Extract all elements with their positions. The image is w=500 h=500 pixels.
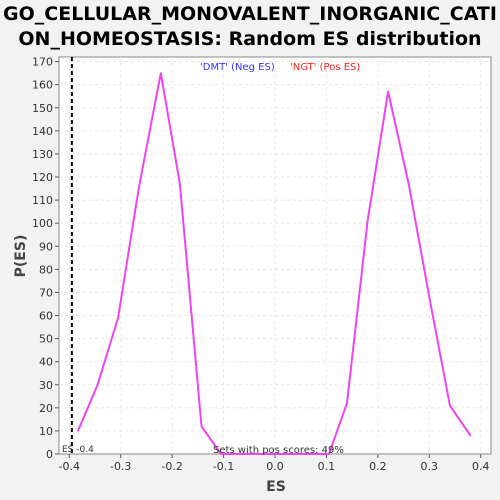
y-tick-label: 160: [32, 79, 53, 92]
es-annotation: ES -0.4: [62, 445, 94, 455]
y-tick-label: 130: [32, 148, 53, 161]
data-point: [428, 296, 431, 298]
data-point: [449, 404, 451, 407]
chart-title-line1: GO_CELLULAR_MONOVALENT_INORGANIC_CATI: [3, 3, 497, 25]
x-tick-label: 0.3: [421, 460, 439, 473]
data-point: [117, 317, 119, 319]
chart-title-line2: ON_HOMEOSTASIS: Random ES distribution: [18, 28, 482, 50]
legend-pos: 'NGT' (Pos ES): [290, 62, 360, 73]
grid-lines: [59, 57, 491, 454]
y-tick-label: 90: [39, 240, 53, 253]
data-point: [179, 183, 181, 185]
y-tick-label: 10: [39, 425, 53, 438]
data-point: [96, 383, 99, 386]
series-lines: [77, 72, 472, 455]
chart-title: GO_CELLULAR_MONOVALENT_INORGANIC_CATI ON…: [0, 2, 500, 52]
x-tick-label: 0.4: [472, 460, 490, 473]
legend-neg: 'DMT' (Neg ES): [200, 62, 275, 73]
data-point: [469, 434, 472, 437]
y-tick-label: 50: [39, 333, 53, 346]
x-tick-label: -0.4: [59, 460, 80, 473]
y-tick-label: 60: [39, 310, 53, 323]
series-line-1: [328, 90, 472, 455]
y-tick-label: 140: [32, 125, 53, 138]
series-line-0: [77, 72, 329, 455]
x-axis-label: ES: [266, 479, 286, 495]
tick-labels: 0 10 20 30 40 50 60 70 80 90 100 110 120 130 140 150 160…: [32, 56, 489, 473]
data-point: [200, 425, 203, 428]
data-point: [387, 90, 389, 93]
y-tick-label: 20: [39, 402, 53, 415]
y-tick-label: 70: [39, 286, 53, 299]
data-point: [220, 453, 222, 455]
data-point: [77, 430, 79, 432]
data-point: [366, 220, 369, 222]
y-tick-label: 170: [32, 56, 53, 69]
data-point: [160, 72, 162, 74]
y-tick-label: 30: [39, 379, 53, 392]
pos-scores-annotation: Sets with pos scores: 49%: [213, 445, 344, 456]
data-point: [238, 453, 240, 455]
y-tick-label: 40: [39, 356, 53, 369]
data-point: [346, 402, 348, 405]
axes: [55, 57, 482, 458]
data-point: [310, 453, 312, 455]
x-tick-label: -0.2: [161, 460, 182, 473]
y-tick-label: 110: [32, 194, 53, 207]
x-tick-label: 0.0: [266, 460, 284, 473]
y-tick-label: 0: [46, 448, 53, 461]
y-tick-label: 80: [39, 263, 53, 276]
y-tick-label: 100: [32, 217, 53, 230]
data-point: [328, 453, 330, 455]
data-point: [274, 453, 276, 455]
data-point: [292, 453, 294, 455]
data-point: [407, 183, 410, 185]
x-tick-label: 0.1: [318, 460, 336, 473]
y-axis-label: P(ES): [13, 235, 29, 278]
x-tick-label: -0.1: [213, 460, 234, 473]
y-tick-label: 120: [32, 171, 53, 184]
y-tick-label: 150: [32, 102, 53, 115]
data-point: [256, 453, 258, 455]
x-tick-label: 0.2: [369, 460, 387, 473]
x-tick-label: -0.3: [110, 460, 131, 473]
data-point: [137, 187, 140, 190]
